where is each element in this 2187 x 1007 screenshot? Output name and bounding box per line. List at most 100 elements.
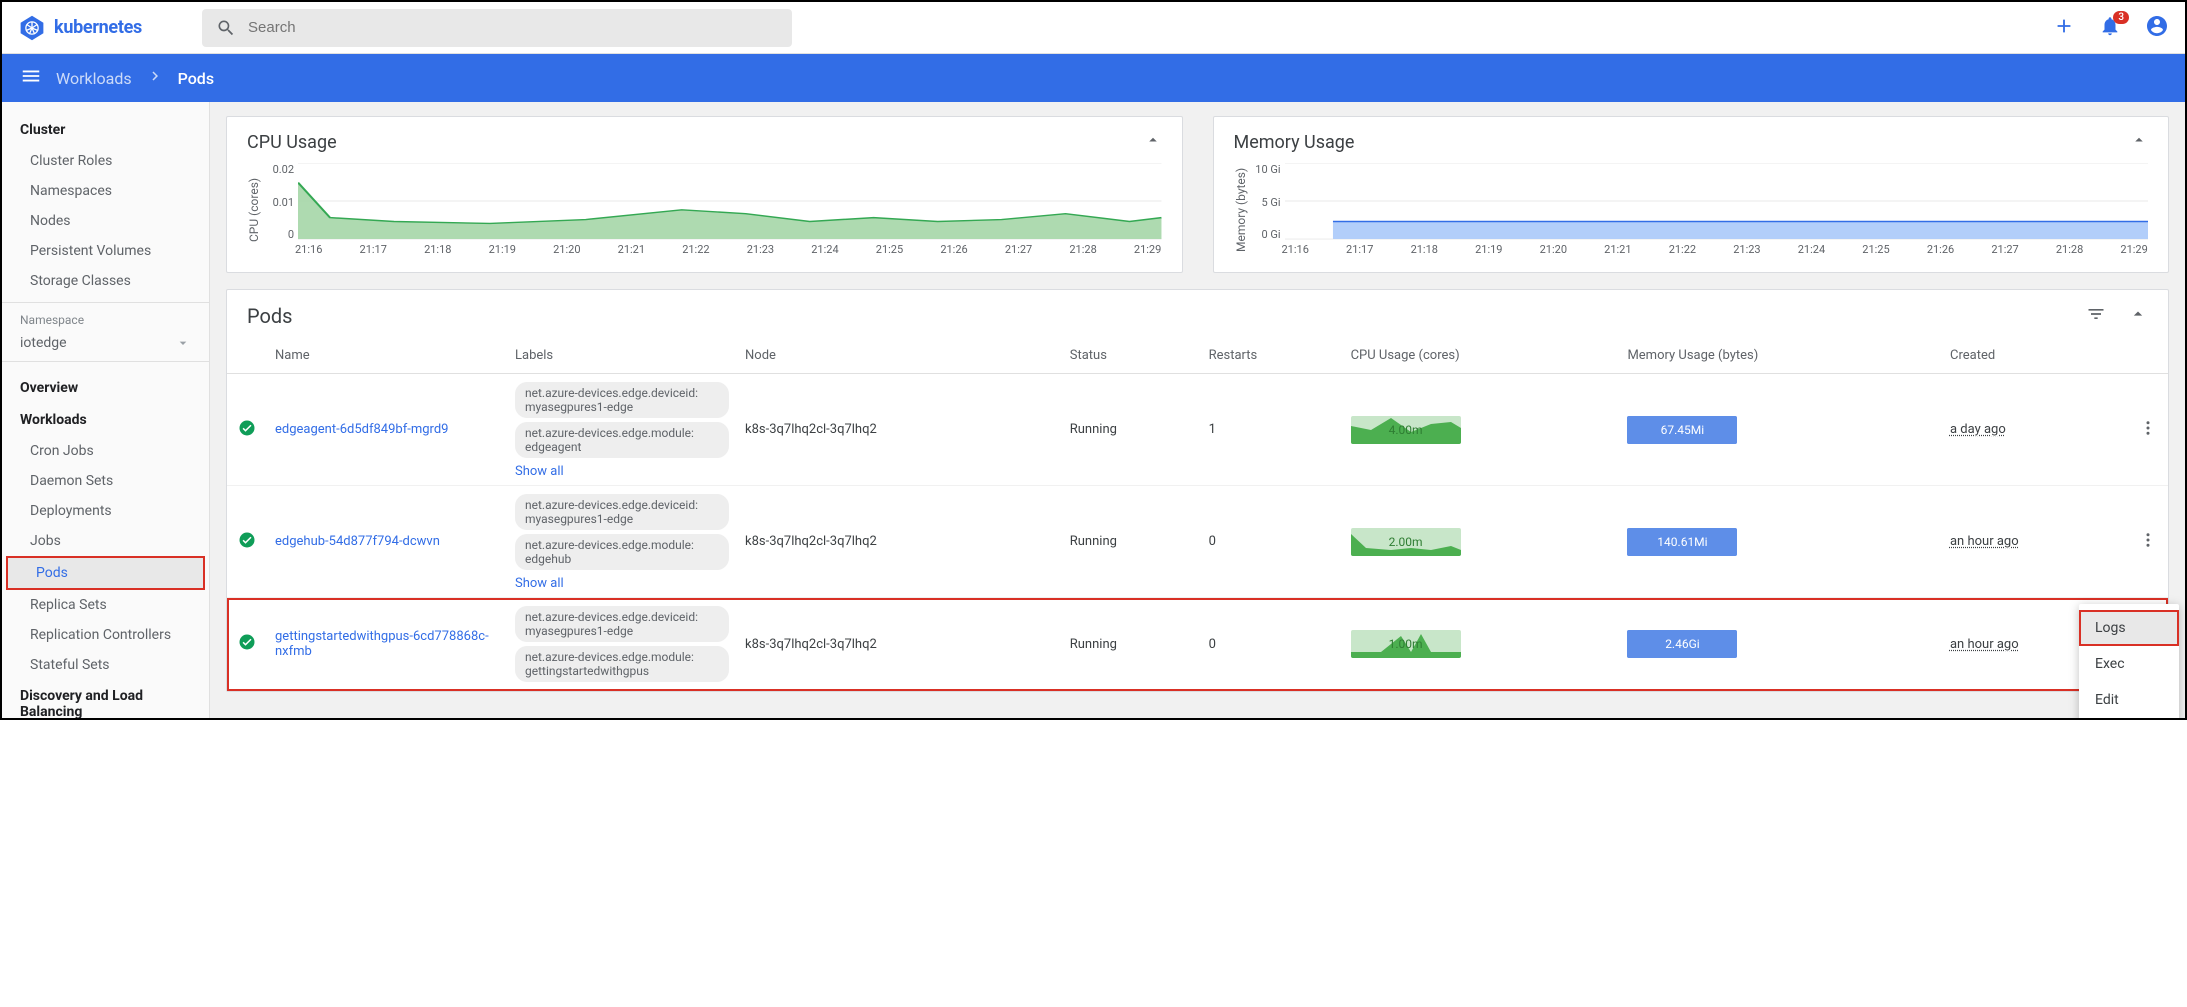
sidebar-item-namespaces[interactable]: Namespaces: [2, 176, 209, 206]
charts-row: CPU Usage CPU (cores) 0.020.010: [226, 116, 2169, 273]
brand-logo[interactable]: kubernetes: [18, 14, 142, 42]
cpu-chart: 0.020.010 21:1621:1721:1821:1921:2021:21…: [267, 163, 1162, 256]
status-ok-icon: [238, 538, 256, 553]
label-chip[interactable]: net.azure-devices.edge.deviceid: myasegp…: [515, 382, 729, 418]
add-button[interactable]: [2053, 15, 2075, 41]
column-header[interactable]: Node: [737, 338, 1062, 374]
label-chip[interactable]: net.azure-devices.edge.module: edgehub: [515, 534, 729, 570]
row-menu-button[interactable]: [2128, 486, 2168, 598]
menu-item-edit[interactable]: Edit: [2079, 682, 2179, 718]
sidebar-item-replica-sets[interactable]: Replica Sets: [2, 590, 209, 620]
sidebar-item-pods[interactable]: Pods: [8, 558, 203, 588]
y-tick: 0 Gi: [1254, 228, 1281, 241]
notifications-button[interactable]: 3: [2099, 15, 2121, 41]
node-cell: k8s-3q7lhq2cl-3q7lhq2: [737, 486, 1062, 598]
column-header[interactable]: Name: [267, 338, 507, 374]
row-menu-button[interactable]: [2128, 374, 2168, 486]
status-ok-icon: [238, 640, 256, 655]
collapse-button[interactable]: [2128, 304, 2148, 328]
label-chip[interactable]: net.azure-devices.edge.deviceid: myasegp…: [515, 494, 729, 530]
x-tick: 21:18: [1411, 243, 1438, 256]
x-tick: 21:24: [811, 243, 838, 256]
pods-table-title: Pods: [247, 304, 293, 328]
label-chip[interactable]: net.azure-devices.edge.module: edgeagent: [515, 422, 729, 458]
pods-table: NameLabelsNodeStatusRestartsCPU Usage (c…: [227, 338, 2168, 691]
filter-button[interactable]: [2086, 304, 2106, 328]
collapse-button[interactable]: [2130, 131, 2148, 153]
sidebar-item-persistent-volumes[interactable]: Persistent Volumes: [2, 236, 209, 266]
x-tick: 21:27: [1991, 243, 2018, 256]
notification-badge: 3: [2113, 11, 2129, 24]
main-layout: Cluster Cluster RolesNamespacesNodesPers…: [2, 102, 2185, 718]
y-tick: 0.02: [267, 163, 294, 176]
chevron-down-icon: [175, 335, 191, 351]
column-header[interactable]: CPU Usage (cores): [1343, 338, 1620, 374]
sidebar-item-cron-jobs[interactable]: Cron Jobs: [2, 436, 209, 466]
menu-item-logs[interactable]: Logs: [2079, 610, 2179, 646]
pod-name-link[interactable]: gettingstartedwithgpus-6cd778868c-nxfmb: [275, 629, 489, 659]
column-header[interactable]: Status: [1062, 338, 1201, 374]
x-tick: 21:16: [295, 243, 322, 256]
menu-toggle[interactable]: [20, 65, 42, 91]
search-input[interactable]: [248, 19, 778, 36]
sidebar-item-replication-controllers[interactable]: Replication Controllers: [2, 620, 209, 650]
chevron-up-icon: [1144, 131, 1162, 149]
sidebar-item-storage-classes[interactable]: Storage Classes: [2, 266, 209, 296]
x-tick: 21:19: [489, 243, 516, 256]
column-header[interactable]: Restarts: [1201, 338, 1343, 374]
column-header[interactable]: Labels: [507, 338, 737, 374]
memory-card-title: Memory Usage: [1234, 132, 1355, 153]
x-tick: 21:29: [1134, 243, 1161, 256]
collapse-button[interactable]: [1144, 131, 1162, 153]
x-tick: 21:21: [1604, 243, 1631, 256]
sidebar-item-daemon-sets[interactable]: Daemon Sets: [2, 466, 209, 496]
brand-name: kubernetes: [54, 17, 142, 38]
menu-item-exec[interactable]: Exec: [2079, 646, 2179, 682]
column-header[interactable]: Memory Usage (bytes): [1619, 338, 1942, 374]
pod-name-link[interactable]: edgehub-54d877f794-dcwvn: [275, 534, 440, 549]
search-box[interactable]: [202, 9, 792, 47]
cpu-axis-label: CPU (cores): [247, 163, 261, 256]
content-area: CPU Usage CPU (cores) 0.020.010: [210, 102, 2185, 718]
x-tick: 21:21: [618, 243, 645, 256]
sidebar: Cluster Cluster RolesNamespacesNodesPers…: [2, 102, 210, 718]
sidebar-item-jobs[interactable]: Jobs: [2, 526, 209, 556]
restarts-cell: 0: [1201, 486, 1343, 598]
sidebar-overview[interactable]: Overview: [2, 372, 209, 404]
column-header[interactable]: Created: [1942, 338, 2128, 374]
cpu-card-title: CPU Usage: [247, 132, 337, 153]
sidebar-item-nodes[interactable]: Nodes: [2, 206, 209, 236]
sidebar-item-stateful-sets[interactable]: Stateful Sets: [2, 650, 209, 680]
x-tick: 21:28: [2056, 243, 2083, 256]
chevron-up-icon: [2130, 131, 2148, 149]
memory-usage-card: Memory Usage Memory (bytes) 10 Gi5 Gi0 G…: [1213, 116, 2170, 273]
status-ok-icon: [238, 426, 256, 441]
x-tick: 21:26: [1927, 243, 1954, 256]
namespace-selected: iotedge: [20, 335, 67, 351]
x-tick: 21:25: [876, 243, 903, 256]
cpu-sparkline: 2.00m: [1351, 528, 1461, 556]
created-cell: an hour ago: [1950, 534, 2019, 549]
label-chip[interactable]: net.azure-devices.edge.deviceid: myasegp…: [515, 606, 729, 642]
account-button[interactable]: [2145, 14, 2169, 42]
show-all-link[interactable]: Show all: [515, 576, 564, 591]
chevron-right-icon: [146, 67, 164, 89]
x-tick: 21:26: [940, 243, 967, 256]
cpu-usage-card: CPU Usage CPU (cores) 0.020.010: [226, 116, 1183, 273]
account-icon: [2145, 14, 2169, 38]
x-tick: 21:28: [1069, 243, 1096, 256]
created-cell: a day ago: [1950, 422, 2006, 437]
restarts-cell: 0: [1201, 598, 1343, 691]
namespace-label: Namespace: [2, 302, 209, 331]
breadcrumb-current: Pods: [178, 69, 214, 88]
namespace-select[interactable]: iotedge: [2, 331, 209, 362]
sidebar-item-deployments[interactable]: Deployments: [2, 496, 209, 526]
label-chip[interactable]: net.azure-devices.edge.module: gettingst…: [515, 646, 729, 682]
pod-name-link[interactable]: edgeagent-6d5df849bf-mgrd9: [275, 422, 448, 437]
breadcrumb-parent[interactable]: Workloads: [56, 69, 132, 88]
sidebar-item-cluster-roles[interactable]: Cluster Roles: [2, 146, 209, 176]
x-tick: 21:24: [1798, 243, 1825, 256]
pods-table-card: Pods NameLabelsNodeStatusRestartsCPU Usa…: [226, 289, 2169, 692]
show-all-link[interactable]: Show all: [515, 464, 564, 479]
y-tick: 0: [267, 228, 294, 241]
